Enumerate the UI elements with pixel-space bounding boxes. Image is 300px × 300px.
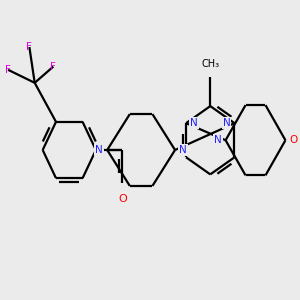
Text: F: F — [5, 65, 11, 75]
Text: F: F — [50, 61, 56, 72]
Text: O: O — [118, 194, 127, 204]
Text: F: F — [26, 42, 32, 52]
Text: N: N — [223, 118, 230, 128]
Text: N: N — [190, 118, 198, 128]
Text: N: N — [95, 145, 103, 155]
Text: N: N — [214, 135, 221, 145]
Text: N: N — [179, 145, 187, 155]
Text: CH₃: CH₃ — [201, 59, 219, 69]
Text: O: O — [289, 135, 298, 145]
